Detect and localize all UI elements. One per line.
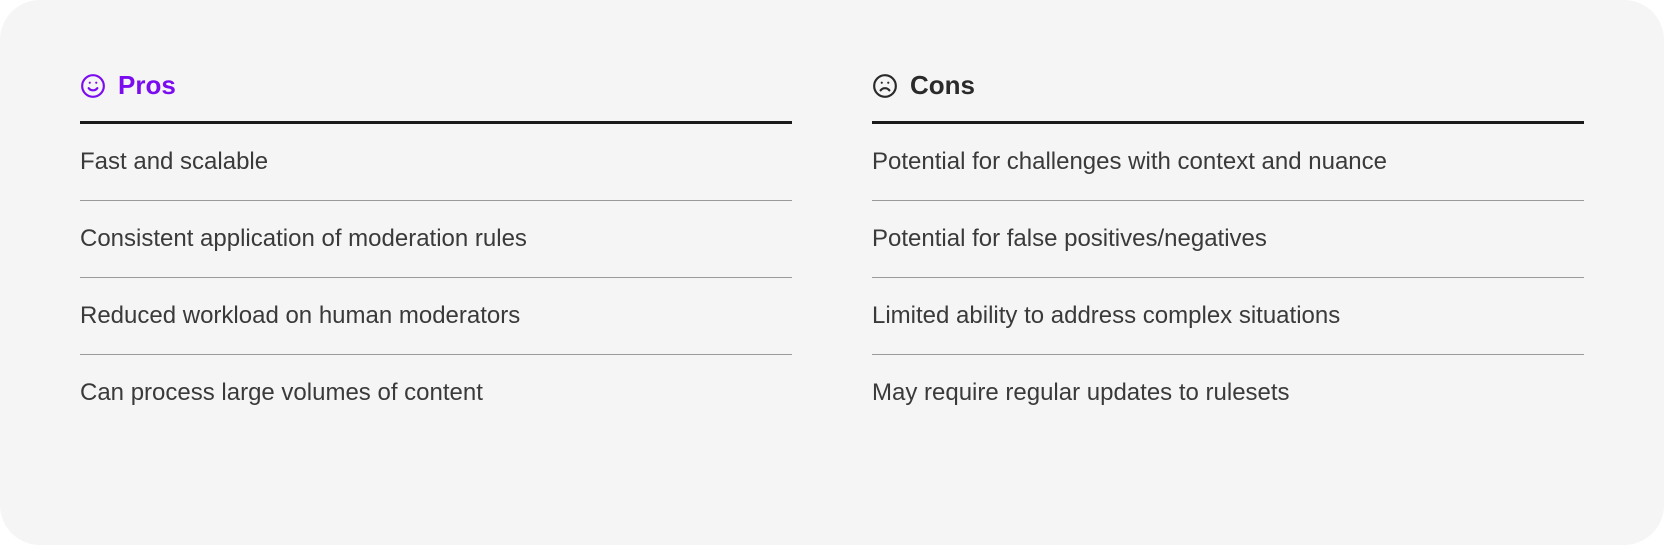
list-item: May require regular updates to rulesets — [872, 355, 1584, 431]
pros-list: Fast and scalable Consistent application… — [80, 124, 792, 431]
cons-header: Cons — [872, 70, 1584, 124]
pros-column: Pros Fast and scalable Consistent applic… — [80, 70, 792, 485]
list-item: Fast and scalable — [80, 124, 792, 201]
list-item: Potential for false positives/negatives — [872, 201, 1584, 278]
cons-title: Cons — [910, 70, 975, 101]
list-item: Consistent application of moderation rul… — [80, 201, 792, 278]
cons-column: Cons Potential for challenges with conte… — [872, 70, 1584, 485]
list-item: Potential for challenges with context an… — [872, 124, 1584, 201]
pros-header: Pros — [80, 70, 792, 124]
cons-list: Potential for challenges with context an… — [872, 124, 1584, 431]
list-item: Reduced workload on human moderators — [80, 278, 792, 355]
frown-icon — [872, 73, 898, 99]
smile-icon — [80, 73, 106, 99]
list-item: Can process large volumes of content — [80, 355, 792, 431]
pros-cons-card: Pros Fast and scalable Consistent applic… — [0, 0, 1664, 545]
pros-title: Pros — [118, 70, 176, 101]
list-item: Limited ability to address complex situa… — [872, 278, 1584, 355]
